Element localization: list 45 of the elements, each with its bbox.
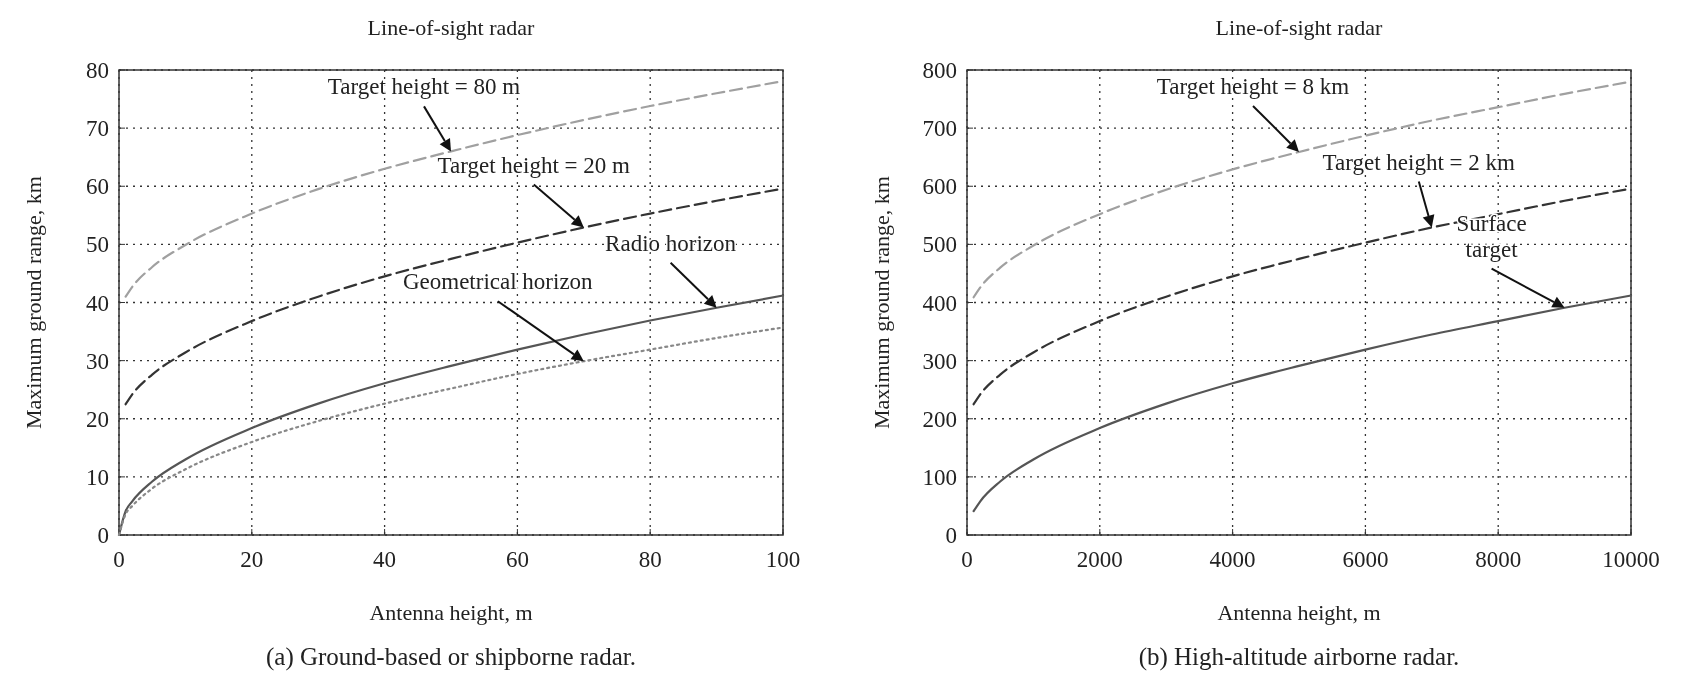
y-tick-label: 20 (86, 406, 109, 432)
x-tick-label: 10000 (1602, 547, 1660, 572)
annotation: Radio horizon (605, 230, 737, 256)
y-tick-label: 40 (86, 290, 109, 316)
y-tick-label: 500 (922, 232, 957, 258)
annotation: Geometrical horizon (402, 269, 594, 295)
y-tick-label: 300 (922, 348, 957, 374)
x-tick-label: 0 (961, 547, 973, 572)
y-tick-label: 200 (922, 406, 957, 432)
y-tick-label: 50 (86, 232, 109, 258)
y-tick-label: 800 (922, 58, 957, 83)
annotation: Target height = 2 km (1322, 149, 1516, 175)
chart-title: Line-of-sight radar (367, 15, 536, 40)
x-tick-label: 6000 (1342, 547, 1389, 572)
x-tick-label: 20 (240, 547, 264, 572)
y-tick-label: 600 (922, 174, 957, 200)
y-tick-label: 400 (922, 290, 957, 316)
x-tick-label: 2000 (1076, 547, 1123, 572)
y-tick-label: 80 (86, 58, 109, 83)
x-tick-label: 80 (638, 547, 662, 572)
annotation: Target height = 80 m (327, 74, 521, 100)
y-tick-label: 100 (922, 464, 957, 490)
x-tick-label: 40 (373, 547, 397, 572)
x-tick-label: 8000 (1475, 547, 1522, 572)
annotation: Target height = 8 km (1156, 73, 1350, 99)
chart-title: Line-of-sight radar (1215, 15, 1384, 40)
text: (a) Ground-based or shipborne radar. (265, 643, 637, 671)
x-axis-title: Antenna height, m (369, 600, 533, 625)
y-tick-label: 700 (922, 116, 957, 142)
annotation: Surface target (1456, 210, 1527, 262)
y-tick-label: 0 (97, 523, 109, 548)
y-tick-label: 30 (86, 348, 109, 374)
x-tick-label: 0 (113, 547, 125, 572)
text: (b) High-altitude airborne radar. (1138, 643, 1460, 671)
annotation: Target height = 20 m (437, 152, 631, 178)
y-tick-label: 60 (86, 174, 109, 200)
x-tick-label: 100 (765, 547, 801, 572)
y-tick-label: 70 (86, 116, 109, 142)
y-tick-label: 0 (945, 523, 957, 548)
y-tick-label: 10 (86, 464, 109, 490)
y-axis-title: Maximum ground range, km (869, 176, 894, 429)
x-tick-label: 60 (505, 547, 529, 572)
x-axis-title: Antenna height, m (1217, 600, 1381, 625)
y-axis-title: Maximum ground range, km (21, 176, 46, 429)
x-tick-label: 4000 (1209, 547, 1256, 572)
